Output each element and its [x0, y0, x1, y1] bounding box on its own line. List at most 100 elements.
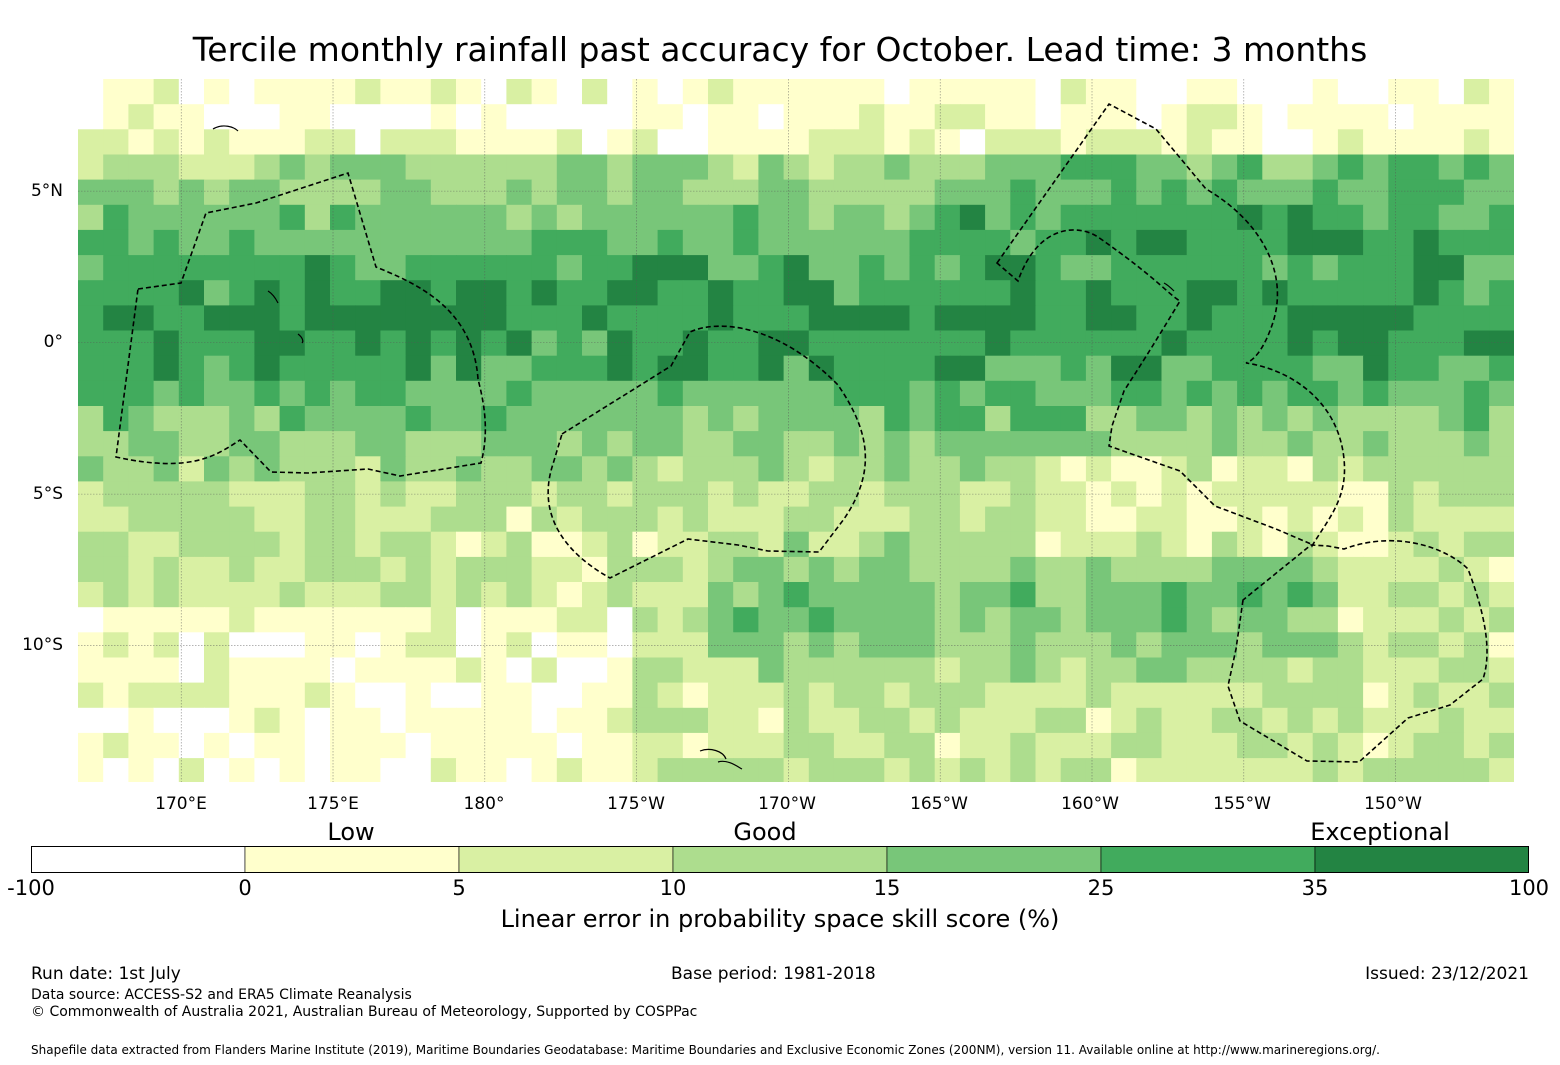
grid-cell: [783, 179, 810, 206]
grid-cell: [1010, 305, 1037, 332]
grid-cell: [1010, 204, 1037, 231]
grid-cell: [456, 154, 482, 181]
grid-cell: [632, 607, 659, 633]
grid-cell: [934, 280, 961, 306]
grid-cell: [1413, 758, 1440, 782]
grid-cell: [355, 355, 381, 382]
x-tick-label: 170°W: [758, 794, 816, 814]
grid-cell: [859, 531, 885, 558]
grid-cell: [204, 154, 230, 181]
skill-score-grid: [78, 79, 1514, 782]
grid-cell: [1413, 732, 1440, 759]
grid-cell: [909, 406, 936, 432]
grid-cell: [708, 758, 734, 782]
grid-cell: [531, 104, 558, 130]
grid-cell: [430, 732, 457, 759]
grid-cell: [884, 607, 911, 633]
grid-cell: [1161, 154, 1188, 181]
grid-cell: [380, 380, 407, 407]
grid-cell: [506, 330, 533, 357]
grid-cell: [1463, 129, 1490, 156]
grid-cell: [481, 431, 507, 457]
grid-cell: [456, 632, 482, 659]
grid-cell: [279, 255, 306, 281]
grid-cell: [758, 657, 785, 684]
grid-cell: [1463, 531, 1490, 558]
grid-cell: [1060, 657, 1087, 684]
grid-cell: [607, 406, 633, 432]
grid-cell: [859, 481, 885, 508]
grid-cell: [657, 657, 684, 684]
grid-cell: [556, 204, 583, 231]
grid-cell: [229, 481, 255, 508]
grid-cell: [355, 682, 381, 709]
grid-cell: [405, 154, 432, 181]
grid-cell: [1035, 556, 1062, 583]
grid-cell: [1489, 79, 1514, 105]
grid-cell: [1312, 280, 1339, 306]
grid-cell: [632, 657, 659, 684]
grid-cell: [204, 682, 230, 709]
grid-cell: [909, 380, 936, 407]
grid-cell: [657, 632, 684, 659]
grid-cell: [405, 204, 432, 231]
grid-cell: [330, 506, 356, 533]
grid-cell: [733, 255, 759, 281]
grid-cell: [833, 129, 860, 156]
grid-cell: [456, 657, 482, 684]
grid-cell: [1438, 330, 1465, 357]
grid-cell: [607, 305, 633, 332]
grid-cell: [430, 531, 457, 558]
grid-cell: [1237, 305, 1263, 332]
grid-cell: [1237, 79, 1263, 105]
grid-cell: [178, 431, 205, 457]
grid-cell: [531, 330, 558, 357]
grid-cell: [1010, 330, 1037, 357]
grid-cell: [128, 657, 155, 684]
grid-cell: [1363, 330, 1389, 357]
grid-cell: [128, 179, 155, 206]
grid-cell: [859, 556, 885, 583]
grid-cell: [380, 758, 407, 782]
grid-cell: [1136, 305, 1163, 332]
grid-cell: [103, 556, 129, 583]
grid-cell: [959, 657, 986, 684]
grid-cell: [1161, 355, 1188, 382]
grid-cell: [934, 707, 961, 734]
grid-cell: [1489, 204, 1514, 231]
grid-cell: [430, 305, 457, 332]
grid-cell: [657, 280, 684, 306]
grid-cell: [909, 732, 936, 759]
grid-cell: [934, 380, 961, 407]
grid-cell: [808, 179, 835, 206]
grid-cell: [657, 79, 684, 105]
grid-cell: [833, 682, 860, 709]
grid-cell: [1035, 104, 1062, 130]
grid-cell: [380, 582, 407, 608]
colorbar-tick-label: 10: [659, 876, 687, 900]
grid-cell: [153, 355, 180, 382]
grid-cell: [456, 305, 482, 332]
grid-cell: [556, 456, 583, 483]
grid-cell: [1035, 229, 1062, 256]
grid-cell: [959, 707, 986, 734]
grid-cell: [103, 732, 129, 759]
grid-cell: [78, 707, 104, 734]
grid-cell: [128, 431, 155, 457]
grid-cell: [1312, 556, 1339, 583]
grid-cell: [582, 556, 608, 583]
grid-cell: [1438, 229, 1465, 256]
grid-cell: [1312, 330, 1339, 357]
grid-cell: [682, 657, 709, 684]
grid-cell: [1060, 582, 1087, 608]
grid-cell: [78, 582, 104, 608]
grid-cell: [1463, 255, 1490, 281]
grid-cell: [1363, 229, 1389, 256]
grid-cell: [1060, 154, 1087, 181]
grid-cell: [1312, 79, 1339, 105]
grid-cell: [1211, 758, 1238, 782]
grid-cell: [405, 79, 432, 105]
eez-boundary-cook-islands: [1227, 540, 1488, 763]
grid-cell: [1060, 556, 1087, 583]
grid-cell: [405, 707, 432, 734]
